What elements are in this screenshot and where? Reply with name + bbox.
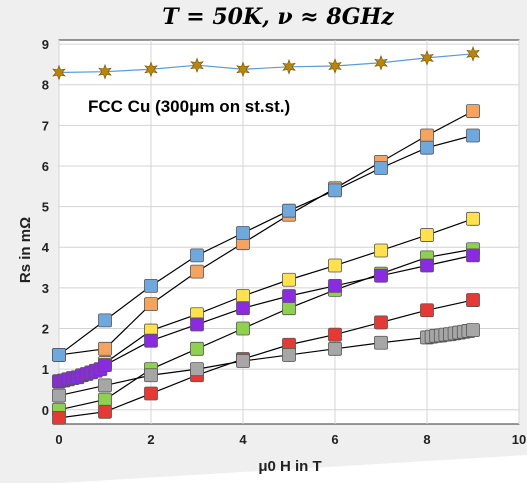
data-point xyxy=(190,264,204,279)
series-line xyxy=(58,299,474,419)
data-point xyxy=(466,45,480,62)
data-point xyxy=(190,57,204,74)
data-point xyxy=(374,54,388,71)
data-point xyxy=(466,293,480,307)
x-tick-label: 6 xyxy=(331,432,338,447)
series-line xyxy=(58,248,474,411)
series-line xyxy=(58,110,474,356)
x-tick-label: 8 xyxy=(423,432,430,447)
x-tick-label: 4 xyxy=(239,432,247,447)
data-point xyxy=(236,226,250,240)
data-point xyxy=(420,128,434,143)
y-tick-label: 2 xyxy=(42,322,49,337)
data-point xyxy=(328,258,342,273)
data-point xyxy=(190,317,204,332)
data-point xyxy=(190,362,204,377)
data-point xyxy=(374,243,388,258)
x-axis-ticks: 0 2 4 6 8 10 xyxy=(55,432,526,447)
data-point xyxy=(236,289,250,303)
y-tick-label: 1 xyxy=(42,362,49,377)
data-point xyxy=(282,58,296,75)
data-point xyxy=(52,388,66,403)
y-tick-label: 8 xyxy=(42,78,49,93)
data-point xyxy=(328,58,342,74)
x-tick-label: 2 xyxy=(147,432,154,447)
data-point xyxy=(420,140,434,155)
data-point xyxy=(144,368,158,383)
x-axis-label: μ0 H in T xyxy=(258,458,321,475)
data-point xyxy=(236,61,250,78)
series-3 xyxy=(52,211,480,389)
data-point xyxy=(466,128,480,143)
data-point xyxy=(466,248,480,263)
data-point xyxy=(190,248,204,263)
series-layer xyxy=(52,45,480,425)
series-line xyxy=(58,134,474,356)
data-point xyxy=(144,333,158,348)
data-point xyxy=(420,258,434,273)
data-point xyxy=(144,297,158,312)
series-0 xyxy=(52,45,480,81)
series-line xyxy=(58,53,474,74)
y-tick-label: 4 xyxy=(42,240,50,255)
data-point xyxy=(98,313,112,328)
data-point xyxy=(52,64,66,81)
data-point xyxy=(236,354,250,368)
y-axis-ticks: 0 1 2 3 4 5 6 7 8 9 xyxy=(42,37,50,418)
x-tick-label: 0 xyxy=(55,432,62,447)
data-point xyxy=(236,321,250,336)
data-point xyxy=(98,63,112,80)
y-tick-label: 3 xyxy=(42,281,49,296)
data-point xyxy=(52,411,66,425)
data-point xyxy=(328,183,342,198)
data-point xyxy=(282,348,296,362)
data-point xyxy=(282,289,296,303)
data-point xyxy=(420,228,434,242)
data-point xyxy=(190,341,204,356)
data-point xyxy=(328,341,342,356)
series-2 xyxy=(52,128,480,362)
y-tick-label: 6 xyxy=(42,159,49,174)
chart-annotation: FCC Cu (300μm on st.st.) xyxy=(88,97,290,116)
data-point xyxy=(374,268,388,283)
data-point xyxy=(374,161,388,175)
data-point xyxy=(466,323,480,338)
data-point xyxy=(328,278,342,293)
data-point xyxy=(144,61,158,78)
y-tick-label: 0 xyxy=(42,403,49,418)
data-point xyxy=(282,272,296,287)
series-7 xyxy=(52,323,480,403)
data-point xyxy=(328,327,342,342)
x-tick-label: 10 xyxy=(512,432,526,447)
series-5 xyxy=(52,248,480,389)
data-point xyxy=(466,104,480,119)
y-axis-label: Rs in mΩ xyxy=(17,217,34,283)
data-point xyxy=(374,335,388,350)
data-point xyxy=(374,315,388,330)
data-point xyxy=(98,358,112,372)
data-point xyxy=(420,50,434,66)
data-point xyxy=(466,211,480,226)
y-tick-label: 5 xyxy=(42,200,49,215)
data-point xyxy=(52,348,66,362)
data-point xyxy=(98,392,112,407)
data-point xyxy=(420,303,434,318)
data-point xyxy=(282,203,296,218)
data-point xyxy=(98,341,112,356)
data-point xyxy=(282,301,296,316)
data-point xyxy=(98,404,112,419)
y-tick-label: 9 xyxy=(42,37,49,52)
data-point xyxy=(236,301,250,316)
y-tick-label: 7 xyxy=(42,118,49,133)
chart-title: T = 50K, ν ≈ 8GHz xyxy=(162,4,394,30)
series-line xyxy=(58,218,474,382)
data-point xyxy=(144,386,158,401)
data-point xyxy=(98,378,112,393)
data-point xyxy=(144,278,158,293)
